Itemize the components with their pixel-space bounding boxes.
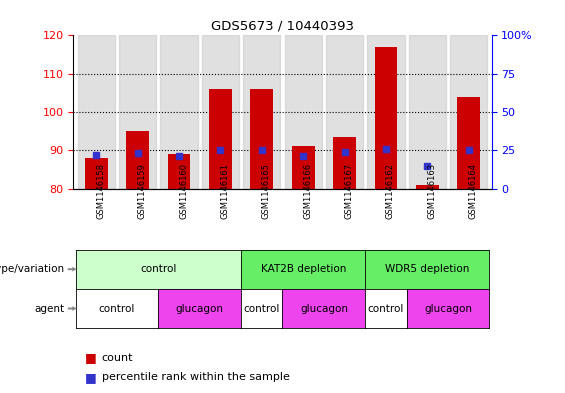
- Text: GSM1146166: GSM1146166: [303, 163, 312, 219]
- Bar: [250, 89, 273, 189]
- Text: GSM1146159: GSM1146159: [138, 163, 146, 219]
- Text: ■: ■: [85, 351, 97, 364]
- Text: ■: ■: [85, 371, 97, 384]
- Text: GSM1146164: GSM1146164: [469, 163, 478, 219]
- Text: GSM1146158: GSM1146158: [96, 163, 105, 219]
- Bar: [458, 97, 480, 189]
- Bar: [285, 35, 322, 189]
- Text: GSM1146165: GSM1146165: [262, 163, 271, 219]
- Text: GSM1146163: GSM1146163: [427, 163, 436, 219]
- Bar: [126, 131, 149, 189]
- Title: GDS5673 / 10440393: GDS5673 / 10440393: [211, 20, 354, 33]
- Bar: [333, 137, 356, 189]
- Bar: [202, 35, 239, 189]
- Bar: [292, 147, 315, 189]
- Bar: [367, 35, 405, 189]
- Bar: [209, 89, 232, 189]
- Bar: [450, 35, 488, 189]
- Text: count: count: [102, 353, 133, 363]
- Bar: [77, 35, 115, 189]
- Text: GSM1146167: GSM1146167: [345, 163, 354, 219]
- Text: genotype/variation: genotype/variation: [0, 264, 65, 274]
- Text: WDR5 depletion: WDR5 depletion: [385, 264, 470, 274]
- Text: control: control: [368, 303, 404, 314]
- Text: agent: agent: [35, 303, 65, 314]
- Bar: [408, 35, 446, 189]
- Text: percentile rank within the sample: percentile rank within the sample: [102, 372, 290, 382]
- Bar: [160, 35, 198, 189]
- Bar: [375, 47, 397, 189]
- Bar: [326, 35, 363, 189]
- Text: control: control: [99, 303, 135, 314]
- Text: GSM1146160: GSM1146160: [179, 163, 188, 219]
- Bar: [119, 35, 157, 189]
- Text: GSM1146161: GSM1146161: [220, 163, 229, 219]
- Text: glucagon: glucagon: [424, 303, 472, 314]
- Bar: [243, 35, 280, 189]
- Text: control: control: [140, 264, 176, 274]
- Bar: [168, 154, 190, 189]
- Text: GSM1146162: GSM1146162: [386, 163, 395, 219]
- Text: glucagon: glucagon: [300, 303, 348, 314]
- Text: control: control: [244, 303, 280, 314]
- Text: glucagon: glucagon: [176, 303, 224, 314]
- Bar: [85, 158, 107, 189]
- Text: KAT2B depletion: KAT2B depletion: [260, 264, 346, 274]
- Bar: [416, 185, 439, 189]
